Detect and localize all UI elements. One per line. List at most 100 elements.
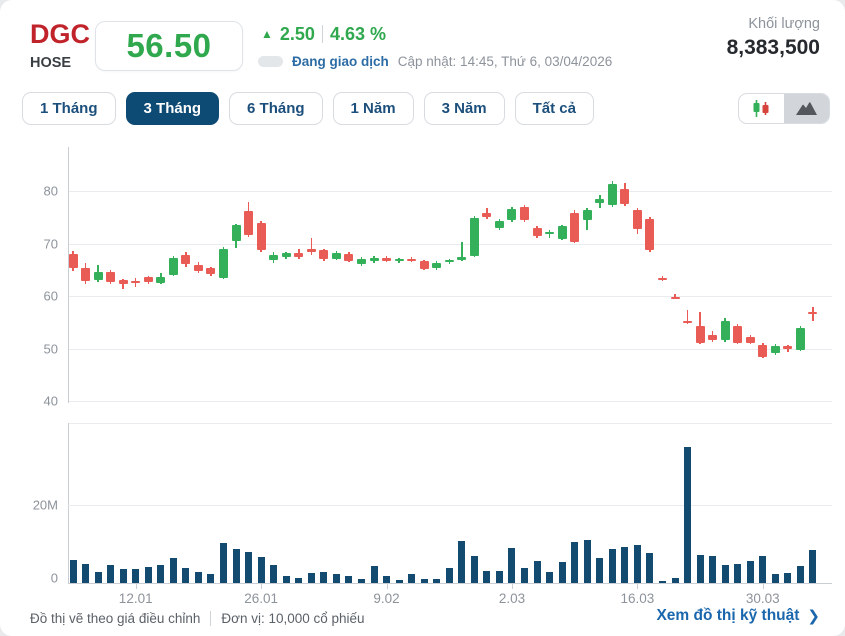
candle-wick (410, 256, 413, 262)
candle-body (708, 334, 718, 341)
candle-body (231, 225, 241, 241)
candle-wick (586, 208, 588, 230)
candle-wick (599, 194, 601, 209)
volume-bar (646, 552, 654, 583)
candle-body (344, 254, 354, 261)
volume-bar (521, 567, 528, 583)
range-button-1m[interactable]: 1 Tháng (22, 92, 116, 125)
change-divider (321, 25, 323, 43)
volume-bar (169, 557, 177, 583)
candle-wick (97, 265, 99, 283)
candle-wick (84, 262, 87, 285)
area-chart-button[interactable] (784, 94, 829, 123)
price-gridline (68, 401, 832, 402)
volume-value: 8,383,500 (726, 36, 820, 59)
range-button-3y[interactable]: 3 Năm (423, 92, 505, 125)
candle-wick (134, 277, 137, 288)
range-button-all[interactable]: Tất cả (514, 92, 594, 125)
range-button-1y[interactable]: 1 Năm (332, 92, 414, 125)
volume-bar (119, 568, 127, 583)
candle-body (131, 281, 141, 284)
volume-axis-line (68, 423, 69, 583)
candle-body (143, 277, 153, 283)
candlestick-chart-button[interactable] (739, 94, 784, 123)
volume-bar (182, 568, 190, 583)
volume-bar (621, 546, 629, 583)
volume-bar (245, 551, 253, 583)
volume-bar (684, 446, 692, 583)
volume-bar (546, 571, 554, 583)
volume-bar (257, 556, 265, 583)
volume-bar (508, 547, 516, 583)
candle-body (808, 312, 818, 315)
volume-bar (483, 571, 491, 583)
candle-wick (636, 207, 639, 234)
candle-wick (799, 326, 802, 351)
candle-body (507, 209, 517, 221)
volume-bar (533, 561, 541, 583)
candlestick-icon (753, 100, 769, 117)
range-button-6m[interactable]: 6 Tháng (229, 92, 323, 125)
chart-type-toggle (738, 93, 830, 124)
candle-body (645, 218, 655, 250)
candle-wick (122, 278, 124, 289)
chart-footnotes: Đồ thị vẽ theo giá điều chỉnh Đơn vị: 10… (30, 611, 365, 626)
candle-wick (197, 262, 200, 274)
volume-bar (759, 556, 767, 583)
candle-body (168, 257, 178, 275)
candle-wick (762, 343, 764, 359)
candle-wick (272, 252, 275, 264)
candle-wick (461, 241, 463, 262)
candle-body (657, 278, 667, 281)
candle-body (582, 210, 592, 220)
candle-body (758, 344, 768, 357)
candle-wick (711, 331, 714, 343)
candle-wick (435, 261, 438, 270)
candle-wick (736, 324, 739, 344)
price-axis-label: 80 (43, 183, 58, 199)
x-axis-label: 9.02 (373, 591, 400, 606)
candle-body (494, 221, 504, 229)
candle-body (432, 262, 442, 269)
candle-body (607, 183, 617, 206)
current-price-box: 56.50 (95, 21, 243, 71)
candle-wick (160, 272, 162, 285)
range-button-3m[interactable]: 3 Tháng (125, 92, 220, 125)
volume-panel-top-border (68, 423, 832, 424)
volume-bar (796, 566, 804, 583)
x-axis-tick (511, 584, 513, 589)
candle-body (382, 257, 392, 261)
candle-wick (699, 311, 701, 345)
volume-bar (433, 579, 441, 583)
volume-bar (809, 550, 817, 583)
up-triangle-icon: ▲ (261, 27, 273, 41)
candle-body (595, 199, 605, 204)
candle-wick (385, 255, 388, 263)
volume-bar (82, 563, 90, 583)
volume-baseline (68, 583, 832, 584)
volume-bar (220, 543, 227, 583)
candle-wick (235, 223, 237, 248)
candle-body (244, 211, 254, 236)
price-gridline (68, 191, 832, 192)
volume-bar (771, 574, 779, 583)
candle-body (369, 257, 379, 262)
candle-body (545, 231, 555, 235)
volume-bar (357, 579, 365, 583)
candle-body (632, 209, 642, 230)
volume-bar (94, 572, 102, 583)
price-axis-label: 50 (43, 341, 58, 356)
trading-status: Đang giao dịch (292, 53, 389, 69)
candle-body (520, 207, 529, 221)
price-gridline (68, 243, 832, 245)
technical-chart-link[interactable]: Xem đồ thị kỹ thuật ❯ (656, 607, 820, 625)
candle-wick (511, 207, 513, 222)
candle-body (281, 252, 291, 258)
volume-bar (734, 563, 742, 583)
candle-wick (185, 252, 187, 267)
price-axis-line (68, 147, 69, 403)
candle-wick (448, 258, 450, 265)
status-indicator-icon (258, 55, 283, 67)
candle-wick (498, 219, 501, 231)
